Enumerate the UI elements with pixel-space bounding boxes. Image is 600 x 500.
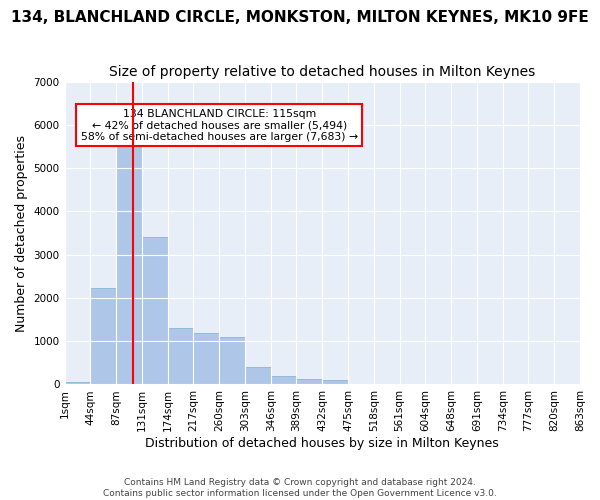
Text: 134, BLANCHLAND CIRCLE, MONKSTON, MILTON KEYNES, MK10 9FE: 134, BLANCHLAND CIRCLE, MONKSTON, MILTON…: [11, 10, 589, 25]
Title: Size of property relative to detached houses in Milton Keynes: Size of property relative to detached ho…: [109, 65, 535, 79]
Bar: [167, 328, 193, 384]
Bar: [142, 238, 167, 384]
Y-axis label: Number of detached properties: Number of detached properties: [15, 134, 28, 332]
Bar: [65, 382, 91, 384]
X-axis label: Distribution of detached houses by size in Milton Keynes: Distribution of detached houses by size …: [145, 437, 499, 450]
Bar: [91, 288, 116, 384]
Text: Contains HM Land Registry data © Crown copyright and database right 2024.
Contai: Contains HM Land Registry data © Crown c…: [103, 478, 497, 498]
Bar: [271, 376, 296, 384]
Bar: [193, 332, 219, 384]
Bar: [116, 146, 142, 384]
Bar: [296, 380, 322, 384]
Bar: [322, 380, 348, 384]
Text: 134 BLANCHLAND CIRCLE: 115sqm
← 42% of detached houses are smaller (5,494)
58% o: 134 BLANCHLAND CIRCLE: 115sqm ← 42% of d…: [80, 109, 358, 142]
Bar: [245, 367, 271, 384]
Bar: [219, 337, 245, 384]
